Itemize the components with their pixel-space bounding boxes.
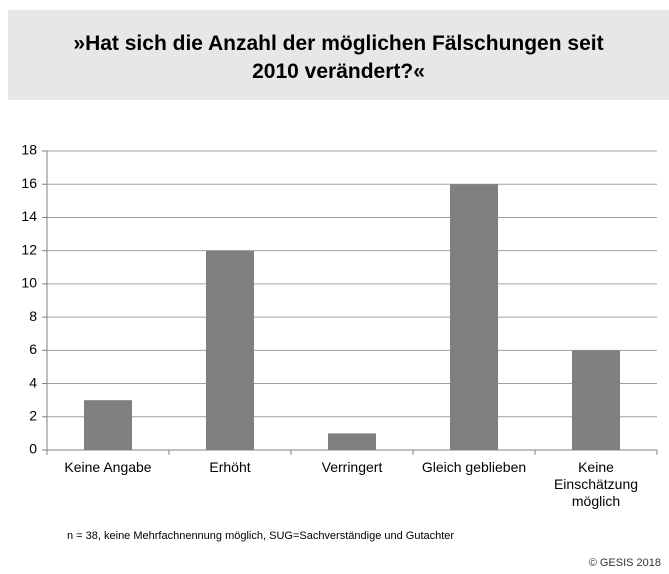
y-tick-label: 6 xyxy=(29,341,37,357)
x-tick-label: Keine Angabe xyxy=(64,459,152,475)
bar xyxy=(84,400,132,450)
y-tick-label: 18 xyxy=(21,142,37,158)
y-tick-label: 12 xyxy=(21,241,37,257)
x-tick-label: Erhöht xyxy=(209,459,251,475)
x-tick-label: Gleich geblieben xyxy=(421,459,527,475)
y-tick-label: 0 xyxy=(29,441,37,457)
source: © GESIS 2018 xyxy=(588,557,661,569)
y-tick-label: 2 xyxy=(29,407,37,423)
y-tick-label: 8 xyxy=(29,308,37,324)
bar xyxy=(450,184,498,450)
bar xyxy=(206,250,254,450)
bar xyxy=(572,350,620,450)
bar xyxy=(328,433,376,450)
footnote: n = 38, keine Mehrfachnennung möglich, S… xyxy=(67,530,455,542)
chart-title: »Hat sich die Anzahl der möglichen Fälsc… xyxy=(8,10,669,100)
y-tick-label: 16 xyxy=(21,175,37,191)
y-tick-label: 4 xyxy=(29,374,37,390)
x-tick-label: Verringert xyxy=(321,459,383,475)
y-tick-label: 10 xyxy=(21,275,37,291)
x-tick-label: Keine Einschätzung möglich xyxy=(553,459,639,509)
y-tick-label: 14 xyxy=(21,208,37,224)
